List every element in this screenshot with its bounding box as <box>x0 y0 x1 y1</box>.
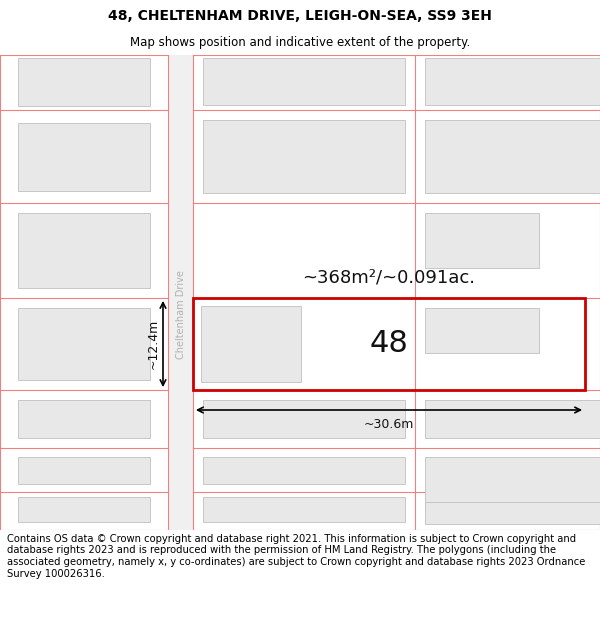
Text: ~30.6m: ~30.6m <box>364 418 414 431</box>
Bar <box>425 308 539 353</box>
Bar <box>203 497 405 522</box>
Bar <box>18 213 150 288</box>
Text: Contains OS data © Crown copyright and database right 2021. This information is : Contains OS data © Crown copyright and d… <box>7 534 586 579</box>
Text: ~12.4m: ~12.4m <box>147 319 160 369</box>
Bar <box>18 457 150 484</box>
Bar <box>425 457 600 512</box>
Text: Map shows position and indicative extent of the property.: Map shows position and indicative extent… <box>130 36 470 49</box>
Text: ~368m²/~0.091ac.: ~368m²/~0.091ac. <box>302 268 476 286</box>
Bar <box>18 497 150 522</box>
Bar <box>425 120 600 193</box>
Bar <box>203 120 405 193</box>
Bar <box>18 123 150 191</box>
Bar <box>203 58 405 105</box>
Bar <box>425 502 600 524</box>
Bar <box>18 308 150 380</box>
Bar <box>425 400 600 438</box>
Bar <box>168 55 193 530</box>
Text: 48: 48 <box>370 329 409 359</box>
Bar <box>201 306 301 382</box>
Bar <box>425 213 539 268</box>
Bar <box>425 58 600 105</box>
Text: 48, CHELTENHAM DRIVE, LEIGH-ON-SEA, SS9 3EH: 48, CHELTENHAM DRIVE, LEIGH-ON-SEA, SS9 … <box>108 9 492 24</box>
Bar <box>203 400 405 438</box>
Bar <box>18 400 150 438</box>
Text: Cheltenham Drive: Cheltenham Drive <box>176 271 185 359</box>
Bar <box>18 58 150 106</box>
Bar <box>203 457 405 484</box>
Bar <box>193 298 585 390</box>
